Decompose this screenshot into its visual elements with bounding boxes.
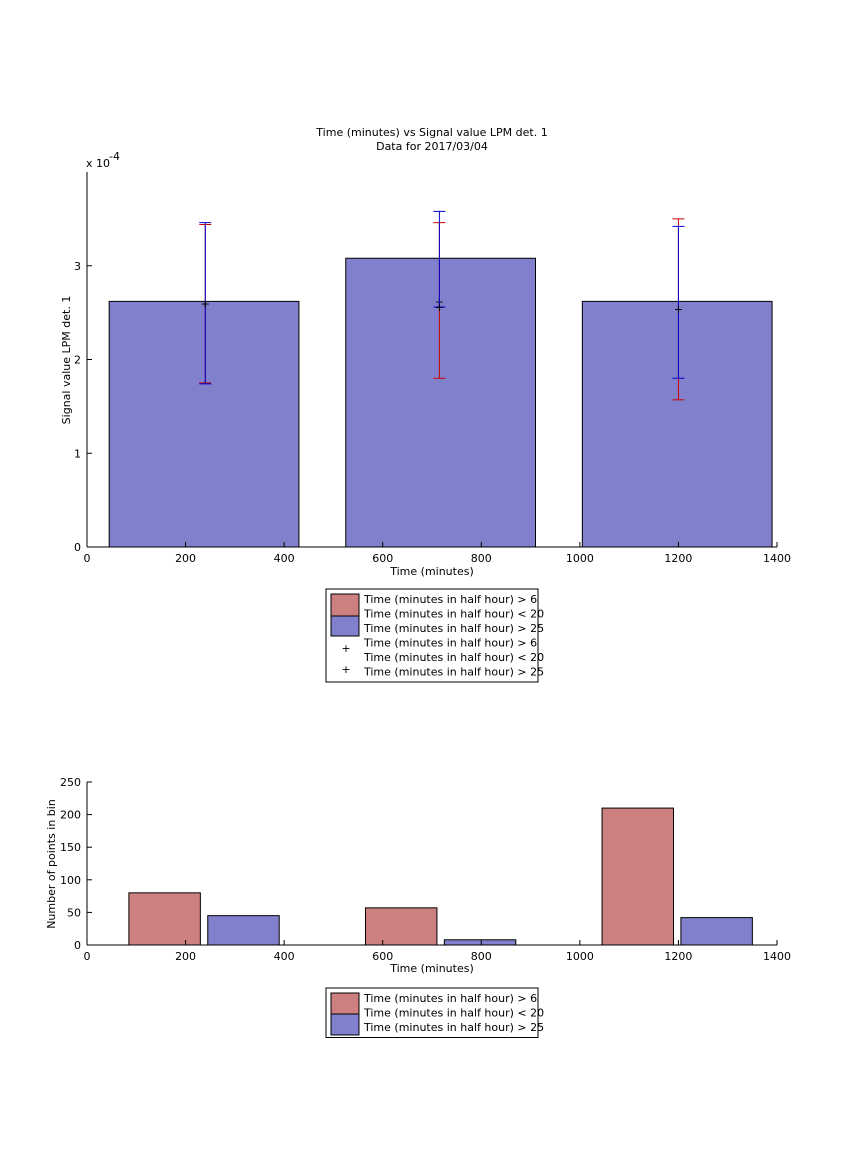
top-chart-title: Time (minutes) vs Signal value LPM det. … [315,126,547,139]
top-x-tick-label: 400 [274,552,295,565]
legend-entry-label: Time (minutes in half hour) < 20 [363,1007,544,1020]
bottom-x-tick-label: 800 [471,950,492,963]
top-bars-layer [108,257,773,548]
legend-marker-red: + [341,642,350,655]
bottom-x-tick-label: 1400 [763,950,791,963]
top-y-tick-label: 0 [74,541,81,554]
bottom-x-tick-label: 200 [175,950,196,963]
top-y-tick-label: 1 [74,447,81,460]
top-axes: 0 200 400 600 800 1000 1200 1400 0 1 2 3 [74,172,791,565]
legend-entry-label: Time (minutes in half hour) > 6 [363,593,537,606]
bottom-chart: 0 200 400 600 800 1000 1200 1400 0 50 100 150 200 250… [45,776,791,1038]
bottom-x-tick-label: 1000 [566,950,594,963]
legend-box [325,987,539,1038]
top-chart-subtitle: Data for 2017/03/04 [376,140,488,153]
top-y-tick-label: 2 [74,354,81,367]
bottom-y-tick-label: 0 [74,939,81,952]
legend-swatch-blue [330,1013,360,1036]
top-y-exponent-power: -4 [109,150,120,163]
top-y-tick-label: 3 [74,260,81,273]
top-bar [345,257,536,548]
top-x-tick-label: 200 [175,552,196,565]
error-bar-blue-marker: + [435,301,444,314]
bottom-y-tick-label: 50 [67,906,81,919]
legend-marker-blue: + [341,663,350,676]
legend-swatch-red [330,593,360,617]
bottom-x-tick-label: 1200 [664,950,692,963]
legend-box [325,588,539,683]
bottom-bar-series-1 [443,939,517,946]
bottom-y-tick-label: 150 [60,841,81,854]
error-bar-blue-marker: + [201,297,210,310]
bottom-bars-layer [128,807,753,946]
bottom-legend: Time (minutes in half hour) > 6 Time (min… [325,987,544,1038]
bottom-y-tick-label: 200 [60,809,81,822]
top-x-tick-label: 0 [84,552,91,565]
top-bar [108,300,300,548]
bottom-chart-ylabel: Number of points in bin [45,799,58,929]
bottom-bar-series-0 [601,807,674,946]
top-x-tick-label: 1200 [664,552,692,565]
bottom-bar-series-0 [128,892,201,946]
legend-entry-label: Time (minutes in half hour) > 25 [363,622,544,635]
bottom-y-tick-label: 250 [60,776,81,789]
legend-entry-label: Time (minutes in half hour) > 25 [363,666,544,679]
legend-entry-label: Time (minutes in half hour) < 20 [363,608,544,621]
top-y-exponent: x 10 -4 [86,150,120,170]
top-x-tick-label: 1400 [763,552,791,565]
bottom-x-tick-label: 0 [84,950,91,963]
top-bar [581,300,773,548]
bottom-bar-series-0 [364,907,438,946]
top-chart: Time (minutes) vs Signal value LPM det. … [60,126,791,683]
top-x-tick-label: 800 [471,552,492,565]
bottom-x-tick-label: 400 [274,950,295,963]
legend-entry-label: Time (minutes in half hour) > 6 [363,992,537,1005]
error-bar-blue-marker: + [674,303,683,316]
legend-swatch-blue [330,615,360,637]
bottom-axes: 0 200 400 600 800 1000 1200 1400 0 50 100 150 200 250 [60,776,791,963]
top-x-tick-label: 600 [372,552,393,565]
top-chart-ylabel: Signal value LPM det. 1 [60,296,73,425]
top-error-bars-layer: ++ ++ ++ [199,210,685,401]
bottom-bar-series-1 [680,917,753,946]
bottom-bar-series-1 [207,915,280,946]
bottom-y-tick-label: 100 [60,874,81,887]
top-chart-xlabel: Time (minutes) [389,565,474,578]
bottom-chart-xlabel: Time (minutes) [389,962,474,975]
legend-entry-label: Time (minutes in half hour) > 25 [363,1021,544,1034]
legend-swatch-red [330,992,360,1016]
legend-entry-label: Time (minutes in half hour) < 20 [363,651,544,664]
legend-entry-label: Time (minutes in half hour) > 6 [363,637,537,650]
top-x-tick-label: 1000 [566,552,594,565]
bottom-x-tick-label: 600 [372,950,393,963]
top-y-exponent-base: x 10 [86,157,110,170]
